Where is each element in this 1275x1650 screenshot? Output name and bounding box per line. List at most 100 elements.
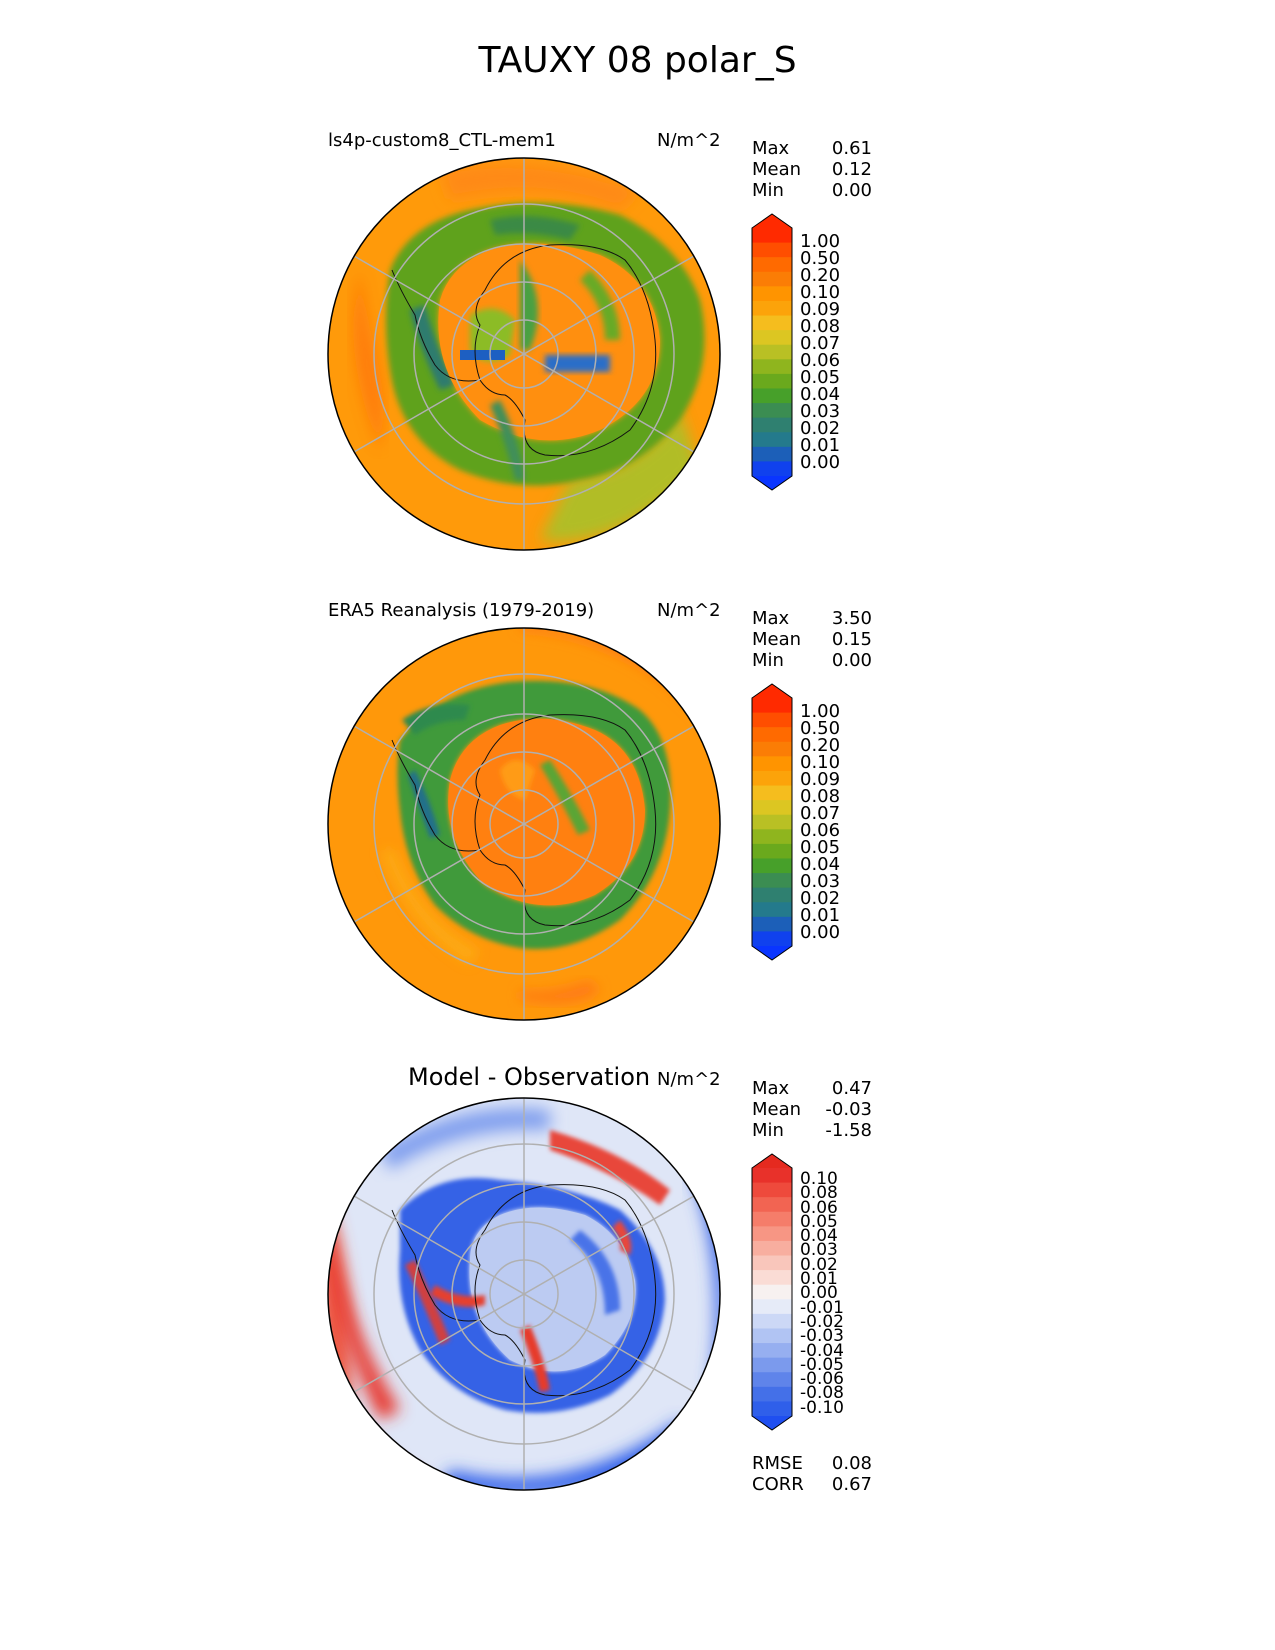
- panel-1-units: N/m^2: [657, 130, 721, 151]
- panel-2-stat-max-value: 3.50: [831, 608, 872, 629]
- panel-1-title: ls4p-custom8_CTL-mem1: [328, 130, 556, 151]
- panel-2-tick-13: 0.00: [800, 922, 841, 943]
- panel-2-colorbar: [751, 683, 793, 961]
- colorbar-segment: [752, 388, 792, 404]
- colorbar-segment: [752, 1284, 792, 1300]
- colorbar-segment: [752, 446, 792, 463]
- panel-2-map-frame: [327, 627, 721, 1021]
- colorbar-segment: [752, 712, 792, 728]
- colorbar-segment: [752, 286, 792, 302]
- colorbar-segment: [752, 727, 792, 743]
- panel-1-stat-min-value: 0.00: [831, 180, 872, 201]
- panel-2-tick-2: 0.20: [800, 735, 841, 756]
- panel-1-tick-0: 1.00: [800, 231, 841, 252]
- colorbar-segment: [752, 330, 792, 346]
- panel-3-tick-6: 0.02: [800, 1254, 838, 1275]
- panel-2-units: N/m^2: [657, 600, 721, 621]
- panel-3-tick-10: -0.02: [800, 1311, 844, 1332]
- colorbar-segment: [752, 1270, 792, 1286]
- colorbar-segment: [752, 1313, 792, 1330]
- colorbar-segment: [752, 1401, 792, 1417]
- colorbar-segment: [752, 228, 792, 244]
- panel-2-colorbar-over: [752, 684, 792, 698]
- panel-3-tick-16: -0.10: [800, 1397, 844, 1418]
- panel-1-colorbar-ticks: 1.00 0.50 0.20 0.10 0.09 0.08 0.07 0.06 …: [800, 233, 840, 472]
- panel-1-tick-10: 0.03: [800, 401, 841, 422]
- panel-3-tick-3: 0.05: [800, 1211, 838, 1232]
- colorbar-segment: [752, 1255, 792, 1271]
- panel-3-stat-min-value: -1.58: [825, 1120, 872, 1141]
- panel-3-tick-1: 0.08: [800, 1183, 838, 1204]
- panel-1-tick-1: 0.50: [800, 248, 841, 269]
- panel-2-tick-10: 0.03: [800, 871, 841, 892]
- colorbar-segment: [752, 902, 792, 918]
- panel-1-stat-mean-label: Mean: [752, 159, 802, 180]
- panel-1-tick-5: 0.08: [800, 316, 841, 337]
- panel-2-tick-7: 0.06: [800, 820, 841, 841]
- colorbar-segment: [752, 698, 792, 714]
- panel-1-tick-12: 0.01: [800, 435, 841, 456]
- panel-3-metric-corr-value: 0.67: [831, 1474, 872, 1495]
- panel-3-colorbar-under: [752, 1416, 792, 1430]
- colorbar-segment: [752, 1328, 792, 1344]
- colorbar-segment: [752, 931, 792, 947]
- panel-3-tick-8: 0.00: [800, 1283, 838, 1304]
- panel-1-tick-8: 0.05: [800, 367, 841, 388]
- panel-1-tick-4: 0.09: [800, 299, 841, 320]
- panel-1-polar-map: [327, 157, 721, 551]
- panel-1-colorbar-over: [752, 214, 792, 228]
- panel-1-tick-7: 0.06: [800, 350, 841, 371]
- colorbar-segment: [752, 858, 792, 874]
- panel-3-tick-11: -0.03: [800, 1326, 844, 1347]
- panel-2-polar-map: [327, 627, 721, 1021]
- panel-3-stat-min-label: Min: [752, 1120, 784, 1141]
- panel-2-colorbar-segments: [752, 698, 792, 947]
- colorbar-segment: [752, 800, 792, 816]
- panel-3-metric-rmse-value: 0.08: [831, 1453, 872, 1474]
- colorbar-segment: [752, 417, 792, 433]
- colorbar-segment: [752, 300, 792, 317]
- colorbar-segment: [752, 1226, 792, 1242]
- panel-3-tick-9: -0.01: [800, 1297, 844, 1318]
- panel-2-graticule: [353, 628, 695, 1020]
- panel-3-stat-mean-value: -0.03: [825, 1099, 872, 1120]
- panel-2-tick-0: 1.00: [800, 701, 841, 722]
- colorbar-segment: [752, 829, 792, 845]
- colorbar-segment: [752, 1182, 792, 1198]
- colorbar-segment: [752, 432, 792, 448]
- colorbar-segment: [752, 1197, 792, 1213]
- panel-3-tick-5: 0.03: [800, 1240, 838, 1261]
- colorbar-segment: [752, 359, 792, 375]
- panel-3-graticule: [353, 1098, 695, 1490]
- panel-1-stat-mean-value: 0.12: [831, 159, 872, 180]
- panel-2-colorbar-ticks: 1.00 0.50 0.20 0.10 0.09 0.08 0.07 0.06 …: [800, 703, 840, 942]
- colorbar-segment: [752, 257, 792, 273]
- panel-1-tick-9: 0.04: [800, 384, 841, 405]
- colorbar-segment: [752, 1168, 792, 1184]
- colorbar-segment: [752, 916, 792, 933]
- panel-2-tick-4: 0.09: [800, 769, 841, 790]
- panel-3-polar-map: [327, 1097, 721, 1491]
- colorbar-segment: [752, 403, 792, 419]
- panel-1-tick-13: 0.00: [800, 452, 841, 473]
- panel-3-tick-0: 0.10: [800, 1169, 838, 1189]
- panel-1-stat-max-value: 0.61: [831, 138, 872, 159]
- panel-3-tick-2: 0.06: [800, 1197, 838, 1218]
- panel-3-map-frame: [327, 1097, 721, 1491]
- colorbar-segment: [752, 1211, 792, 1227]
- panel-3-metric-corr-label: CORR: [752, 1474, 804, 1495]
- panel-1-tick-3: 0.10: [800, 282, 841, 303]
- panel-1-colorbar-under: [752, 476, 792, 490]
- panel-1-tick-2: 0.20: [800, 265, 841, 286]
- panel-1-colorbar: [751, 213, 793, 491]
- panel-2-tick-1: 0.50: [800, 718, 841, 739]
- panel-3-title: Model - Observation: [408, 1063, 651, 1091]
- panel-1-stat-min-label: Min: [752, 180, 784, 201]
- colorbar-segment: [752, 1372, 792, 1388]
- panel-2-coastline: [391, 714, 657, 927]
- panel-3-units: N/m^2: [657, 1069, 721, 1090]
- colorbar-segment: [752, 1386, 792, 1403]
- colorbar-segment: [752, 1240, 792, 1257]
- panel-2-tick-8: 0.05: [800, 837, 841, 858]
- panel-3-tick-14: -0.06: [800, 1369, 844, 1390]
